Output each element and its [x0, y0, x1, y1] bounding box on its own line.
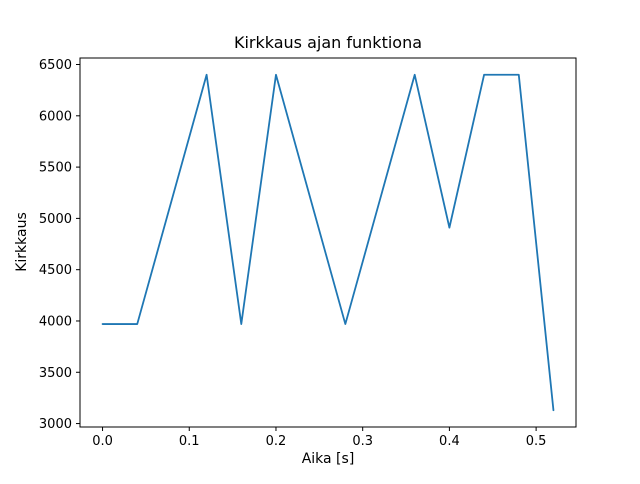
chart-title: Kirkkaus ajan funktiona — [234, 33, 422, 52]
y-tick-label: 5500 — [39, 161, 72, 176]
x-tick-label: 0.4 — [439, 434, 460, 449]
y-tick-label: 3500 — [39, 366, 72, 381]
y-axis-label: Kirkkaus — [14, 212, 30, 272]
y-tick-label: 5000 — [39, 212, 72, 227]
y-tick-label: 3000 — [39, 417, 72, 432]
y-tick-label: 6000 — [39, 109, 72, 124]
data-series-line — [101, 73, 555, 412]
x-tick-label: 0.5 — [526, 434, 547, 449]
x-tick-label: 0.1 — [179, 434, 200, 449]
chart-plot-area: 0.0 0.1 0.2 0.3 0.4 0.5 3000 3500 4000 4500 5000 55… — [39, 57, 577, 449]
x-tick-label: 0.0 — [92, 434, 113, 449]
axis-spines — [79, 57, 577, 428]
y-tick-label: 4500 — [39, 263, 72, 278]
x-tick-label: 0.3 — [352, 434, 373, 449]
x-tick-label: 0.2 — [266, 434, 287, 449]
x-axis-label: Aika [s] — [302, 451, 355, 467]
y-tick-label: 4000 — [39, 314, 72, 329]
y-tick-label: 6500 — [39, 58, 72, 73]
